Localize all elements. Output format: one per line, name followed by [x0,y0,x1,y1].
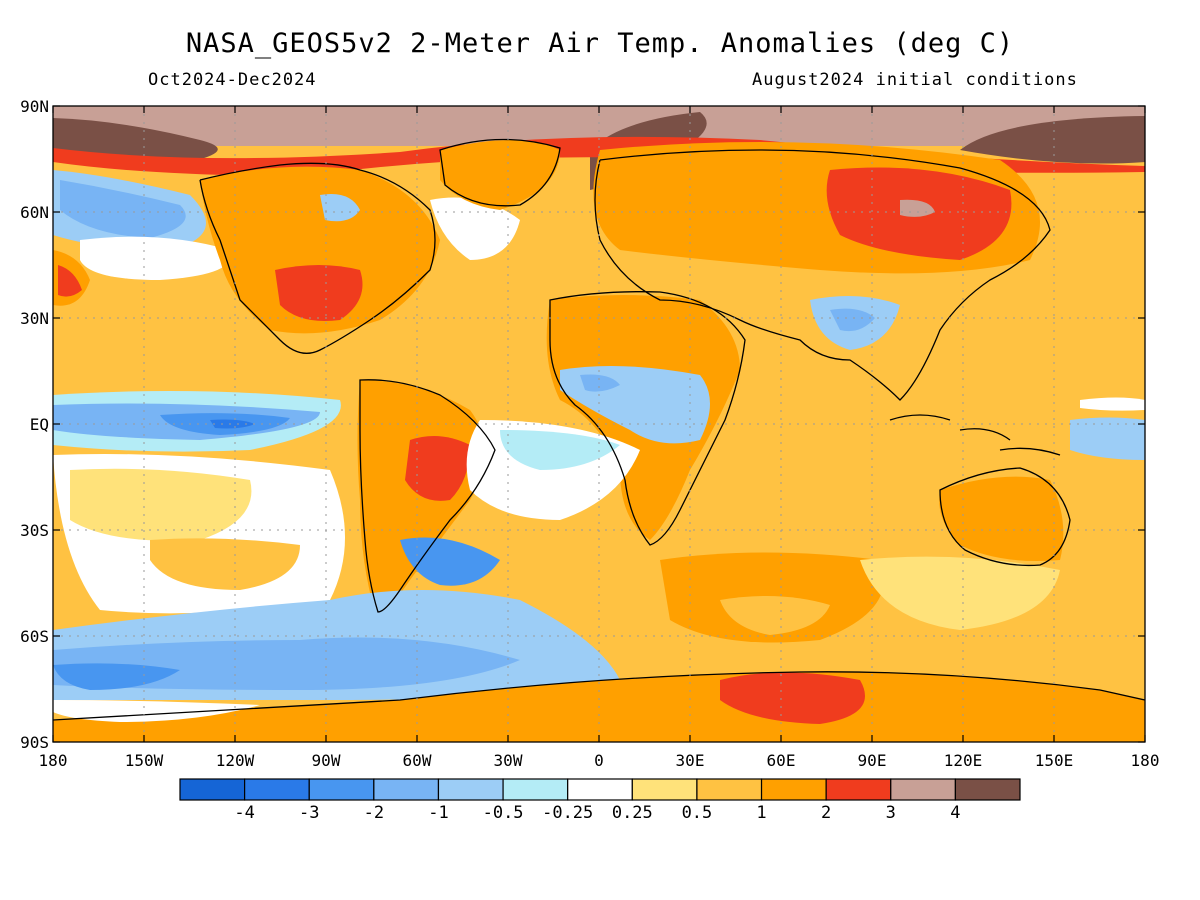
coastlines [53,138,1145,721]
lon-label: 150E [1035,751,1074,770]
colorbar-swatch [631,778,698,801]
lat-label: 90S [20,733,49,752]
colorbar-swatch [890,778,956,801]
colorbar-swatch [567,778,633,801]
lat-label: 30S [20,521,49,540]
colorbar-swatch [373,778,440,801]
lat-label: 60N [20,203,49,222]
lon-label: 120W [216,751,255,770]
latitude-labels: 90N 60N 30N EQ 30S 60S 90S [20,97,49,752]
map-title: NASA_GEOS5v2 2-Meter Air Temp. Anomalies… [185,28,1015,59]
lat-label: EQ [30,415,49,434]
colorbar-label: -3 [299,803,319,823]
colorbar-swatch [954,778,1021,801]
colorbar-label: -0.25 [542,803,593,823]
lon-label: 60W [403,751,432,770]
lat-label: 60S [20,627,49,646]
longitude-labels: 180 150W 120W 90W 60W 30W 0 30E 60E 90E 120E 150E 18… [39,751,1160,770]
colorbar-swatch [760,778,827,801]
colorbar-swatch [308,778,375,801]
lon-label: 180 [39,751,68,770]
colorbar-label: 3 [886,803,896,823]
colorbar-swatch [825,778,892,801]
colorbar-label: -1 [428,803,448,823]
lon-label: 180 [1131,751,1160,770]
lon-label: 30W [494,751,523,770]
lon-label: 90E [858,751,887,770]
colorbar-label: 4 [950,803,960,823]
colorbar-label: 0.25 [612,803,653,823]
colorbar-label: 0.5 [682,803,713,823]
colorbar-swatch [502,778,569,801]
colorbar-label: 1 [756,803,766,823]
colorbar-label: -0.5 [483,803,524,823]
initial-conditions: August2024 initial conditions [752,70,1078,90]
lon-label: 150W [125,751,164,770]
forecast-period: Oct2024-Dec2024 [148,70,317,90]
lon-label: 120E [944,751,983,770]
lon-label: 30E [676,751,705,770]
graticule [53,106,1145,742]
lon-label: 90W [312,751,341,770]
lat-label: 30N [20,309,49,328]
colorbar-label: 2 [821,803,831,823]
colorbar-label: -2 [364,803,384,823]
lon-label: 0 [594,751,604,770]
lon-label: 60E [767,751,796,770]
colorbar [179,778,1021,801]
colorbar-label: -4 [234,803,254,823]
colorbar-swatch [244,778,310,801]
colorbar-labels: -4 -3 -2 -1 -0.5 -0.25 0.25 0.5 1 2 3 4 [234,803,960,823]
lat-label: 90N [20,97,49,116]
axis-ticks [52,105,1146,743]
colorbar-swatch [437,778,504,801]
colorbar-swatch [696,778,763,801]
colorbar-swatch [179,778,246,801]
